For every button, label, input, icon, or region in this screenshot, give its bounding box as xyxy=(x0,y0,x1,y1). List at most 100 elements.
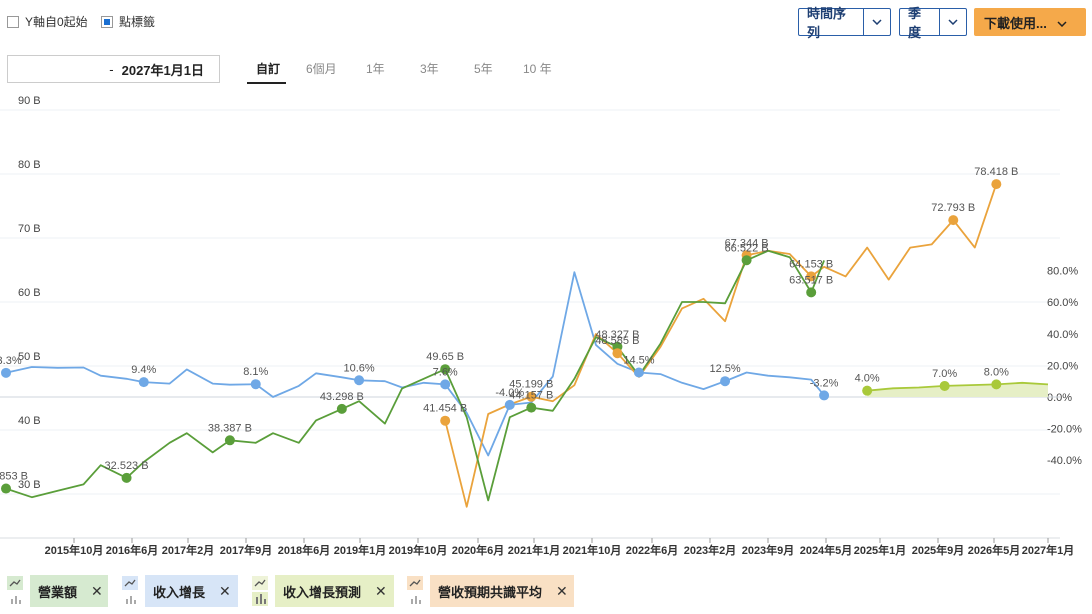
data-label: 7.0% xyxy=(932,368,957,380)
legend-item-consensus[interactable]: 營收預期共識平均 ✕ xyxy=(407,575,574,607)
tab-1-year[interactable]: 1年 xyxy=(366,62,385,76)
data-point xyxy=(806,287,817,298)
growth-line xyxy=(5,271,825,457)
y-axis-tick-label: 60 B xyxy=(18,287,41,299)
y-axis-tick-label: 80 B xyxy=(18,159,41,171)
y2-axis-tick-label: -20.0% xyxy=(1047,424,1082,436)
data-label: 32.523 B xyxy=(105,460,149,472)
x-axis-tick-label: 2018年6月 xyxy=(278,543,331,557)
data-label: 45.199 B xyxy=(509,379,553,391)
data-point xyxy=(633,367,644,378)
legend-item-growth[interactable]: 收入增長 ✕ xyxy=(122,575,238,607)
tab-6-months[interactable]: 6個月 xyxy=(306,62,337,76)
time-series-dropdown[interactable]: 時間序列 xyxy=(798,6,891,40)
legend-label: 營業額 xyxy=(38,584,78,600)
y-axis-tick-label: 70 B xyxy=(18,223,41,235)
point-label-checkbox[interactable]: 點標籤 xyxy=(101,13,155,30)
x-axis-tick-label: 2019年1月 xyxy=(334,543,387,557)
x-axis-tick-label: 2027年1月 xyxy=(1022,543,1075,557)
tab-3-years[interactable]: 3年 xyxy=(420,62,439,76)
data-label: 8.1% xyxy=(243,366,268,378)
revenue-line xyxy=(5,249,825,502)
data-label: 14.5% xyxy=(623,355,654,367)
close-icon[interactable]: ✕ xyxy=(91,582,103,599)
data-label: 78.418 B xyxy=(974,166,1018,178)
data-point xyxy=(612,348,623,359)
point-label-label: 點標籤 xyxy=(119,15,156,29)
close-icon[interactable]: ✕ xyxy=(556,582,568,599)
x-axis-tick-label: 2016年6月 xyxy=(106,543,159,557)
data-point xyxy=(526,402,537,413)
x-axis-tick-label: 2017年9月 xyxy=(220,543,273,557)
data-label: 72.793 B xyxy=(931,202,975,214)
data-label: 63.517 B xyxy=(789,274,833,286)
data-point xyxy=(526,391,537,402)
forecast-area xyxy=(867,382,1048,397)
line-chart-icon[interactable] xyxy=(121,575,139,607)
data-point xyxy=(948,215,959,226)
legend-label: 收入增長 xyxy=(153,584,206,600)
chevron-down-icon[interactable] xyxy=(939,9,966,35)
close-icon[interactable]: ✕ xyxy=(219,582,231,599)
tab-custom[interactable]: 自訂 xyxy=(256,62,281,76)
x-axis-tick-label: 2023年2月 xyxy=(684,543,737,557)
y-zero-checkbox[interactable]: Y軸自0起始 xyxy=(7,13,88,30)
checkbox-unchecked-icon[interactable] xyxy=(7,15,19,28)
tab-5-years[interactable]: 5年 xyxy=(474,62,493,76)
chevron-down-icon[interactable] xyxy=(863,9,890,35)
x-axis-tick-label: 2023年9月 xyxy=(742,543,795,557)
legend-label: 收入增長預測 xyxy=(283,584,362,600)
x-axis-tick-label: 2025年1月 xyxy=(854,543,907,557)
data-label: 4.0% xyxy=(855,373,880,385)
x-axis-tick-label: 2026年5月 xyxy=(968,543,1021,557)
download-button[interactable]: 下載使用... xyxy=(974,8,1086,36)
data-label: 30.853 B xyxy=(0,471,28,483)
data-label: 38.387 B xyxy=(208,422,252,434)
data-point xyxy=(806,271,817,282)
y-axis-tick-label: 90 B xyxy=(18,95,41,107)
data-point xyxy=(862,385,873,396)
x-axis-tick-label: 2021年1月 xyxy=(508,543,561,557)
x-axis-tick-label: 2021年10月 xyxy=(563,543,622,557)
data-point xyxy=(504,399,515,410)
forecast-line xyxy=(867,381,1049,392)
data-point xyxy=(224,435,235,446)
data-label: 43.298 B xyxy=(320,391,364,403)
data-point xyxy=(1,367,11,378)
data-label: -3.2% xyxy=(810,377,839,389)
line-chart-icon[interactable] xyxy=(6,575,24,607)
data-label: -4.0% xyxy=(495,387,524,399)
revenue-chart[interactable]: 90 B 80 B 70 B 60 B 50 B 40 B 30 B 80.0% 60.0% 40… xyxy=(0,0,1092,570)
data-point xyxy=(939,380,950,391)
x-axis-tick-label: 2019年10月 xyxy=(389,543,448,557)
data-point xyxy=(741,255,752,266)
x-axis-tick-label: 2020年6月 xyxy=(452,543,505,557)
data-point xyxy=(440,364,451,375)
data-label: 67.344 B xyxy=(725,237,769,249)
y2-axis-tick-label: -40.0% xyxy=(1047,455,1082,467)
data-point xyxy=(440,379,451,390)
x-axis-tick-label: 2025年9月 xyxy=(912,543,965,557)
line-chart-icon[interactable] xyxy=(406,575,424,607)
data-point xyxy=(819,390,830,401)
legend-item-revenue[interactable]: 營業額 ✕ xyxy=(7,575,108,607)
data-label: 9.4% xyxy=(131,364,156,376)
y-axis-tick-label: 50 B xyxy=(18,351,41,363)
data-point xyxy=(354,375,365,386)
data-label: 64.153 B xyxy=(789,258,833,270)
y2-axis-tick-label: 60.0% xyxy=(1047,297,1078,309)
tab-10-years[interactable]: 10 年 xyxy=(523,62,552,76)
checkbox-checked-icon[interactable] xyxy=(101,15,113,28)
date-range-input[interactable]: - 2027年1月1日 xyxy=(7,55,220,83)
data-label: 7.6% xyxy=(433,366,458,378)
y2-axis-tick-label: 0.0% xyxy=(1047,392,1072,404)
close-icon[interactable]: ✕ xyxy=(375,582,387,599)
y-zero-label: Y軸自0起始 xyxy=(25,15,88,29)
data-label: 8.0% xyxy=(984,366,1009,378)
download-label: 下載使用... xyxy=(984,15,1047,31)
data-label: 44.157 B xyxy=(509,390,553,402)
legend-item-forecast[interactable]: 收入增長預測 ✕ xyxy=(252,575,394,607)
bar-chart-icon[interactable] xyxy=(251,575,269,607)
data-point xyxy=(440,415,451,426)
data-point xyxy=(720,376,731,387)
